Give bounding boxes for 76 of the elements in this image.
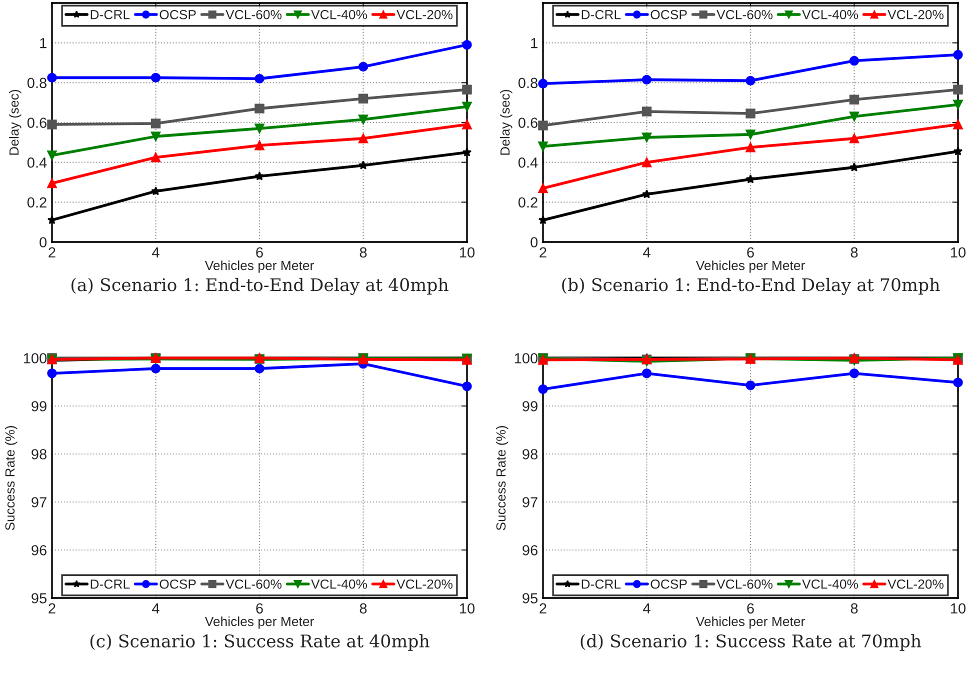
x-axis-title: Vehicles per Meter — [696, 260, 805, 273]
y-tick-label: 1 — [531, 38, 538, 48]
legend-label: VCL-40% — [802, 579, 858, 589]
x-tick-label: 2 — [48, 603, 56, 614]
x-tick-label: 6 — [256, 603, 263, 614]
y-tick-label: 0 — [40, 237, 47, 248]
legend-label: VCL-60% — [716, 10, 773, 20]
y-tick-label: 0 — [530, 237, 538, 248]
x-tick-label: 10 — [460, 247, 475, 258]
legend-label: D-CRL — [582, 10, 621, 20]
text: (a) Scenario 1: End-to-End Delay at 40mph — [71, 278, 448, 295]
legend-label: D-CRL — [90, 10, 130, 20]
legend-label: VCL-20% — [396, 10, 453, 20]
x-tick-label: 8 — [360, 603, 367, 614]
y-tick-label: 96 — [522, 545, 538, 556]
legend-label: VCL-40% — [311, 10, 368, 20]
x-tick-label: 4 — [152, 247, 160, 258]
x-axis-title: Vehicles per Meter — [204, 260, 314, 273]
y-axis-title: Success Rate (%) — [496, 426, 508, 530]
legend-label: VCL-40% — [802, 10, 858, 20]
x-axis-title: Vehicles per Meter — [696, 616, 805, 629]
y-tick-label: 99 — [522, 401, 538, 412]
y-tick-label: 0.6 — [518, 118, 538, 128]
x-tick-label: 2 — [540, 603, 546, 614]
legend-label: VCL-20% — [888, 579, 944, 589]
legend-label: VCL-60% — [716, 579, 773, 589]
y-tick-label: 0.6 — [27, 118, 46, 128]
legend-label: OCSP — [650, 10, 687, 20]
legend-label: OCSP — [160, 10, 196, 20]
y-tick-label: 100 — [514, 353, 538, 364]
legend-label: OCSP — [160, 579, 196, 589]
y-tick-label: 0.4 — [27, 157, 47, 168]
x-tick-label: 8 — [850, 603, 858, 614]
x-tick-label: 6 — [747, 247, 754, 258]
x-axis-title: Vehicles per Meter — [204, 616, 314, 629]
y-tick-label: 0.8 — [518, 78, 538, 88]
x-tick-label: 4 — [643, 247, 650, 258]
legend-label: D-CRL — [582, 579, 621, 589]
y-tick-label: 0.2 — [27, 197, 46, 208]
y-tick-label: 98 — [32, 449, 47, 460]
x-tick-label: 10 — [951, 247, 966, 258]
legend-label: D-CRL — [90, 579, 130, 589]
y-tick-label: 0.2 — [518, 197, 538, 208]
legend-label: OCSP — [650, 579, 687, 589]
legend-label: VCL-20% — [396, 579, 453, 589]
x-tick-label: 4 — [152, 603, 160, 614]
legend-label: VCL-60% — [226, 10, 282, 20]
y-axis-title: Delay (sec) — [500, 90, 512, 155]
x-tick-label: 2 — [540, 247, 546, 258]
text: (d) Scenario 1: Success Rate at 70mph — [580, 634, 922, 651]
y-tick-label: 100 — [24, 353, 47, 364]
x-tick-label: 2 — [48, 247, 56, 258]
y-axis-title: Success Rate (%) — [4, 426, 18, 530]
legend-label: VCL-20% — [888, 10, 944, 20]
text: (c) Scenario 1: Success Rate at 40mph — [90, 634, 430, 651]
y-tick-label: 1 — [40, 38, 46, 48]
y-tick-label: 99 — [32, 401, 46, 412]
legend-label: VCL-40% — [311, 579, 368, 589]
x-tick-label: 8 — [850, 247, 858, 258]
x-tick-label: 6 — [256, 247, 263, 258]
y-tick-label: 97 — [32, 497, 46, 508]
y-tick-label: 97 — [522, 497, 538, 508]
y-axis-title: Delay (sec) — [9, 90, 22, 155]
y-tick-label: 95 — [32, 593, 47, 604]
x-tick-label: 10 — [460, 603, 475, 614]
legend-label: VCL-60% — [226, 579, 282, 589]
x-tick-label: 6 — [747, 603, 754, 614]
y-tick-label: 96 — [32, 545, 46, 556]
y-tick-label: 95 — [522, 593, 538, 604]
text: (b) Scenario 1: End-to-End Delay at 70mph — [562, 278, 940, 295]
y-tick-label: 0.8 — [27, 78, 47, 88]
x-tick-label: 4 — [643, 603, 650, 614]
x-tick-label: 10 — [951, 603, 966, 614]
y-tick-label: 0.4 — [518, 157, 538, 168]
x-tick-label: 8 — [360, 247, 367, 258]
y-tick-label: 98 — [522, 449, 538, 460]
